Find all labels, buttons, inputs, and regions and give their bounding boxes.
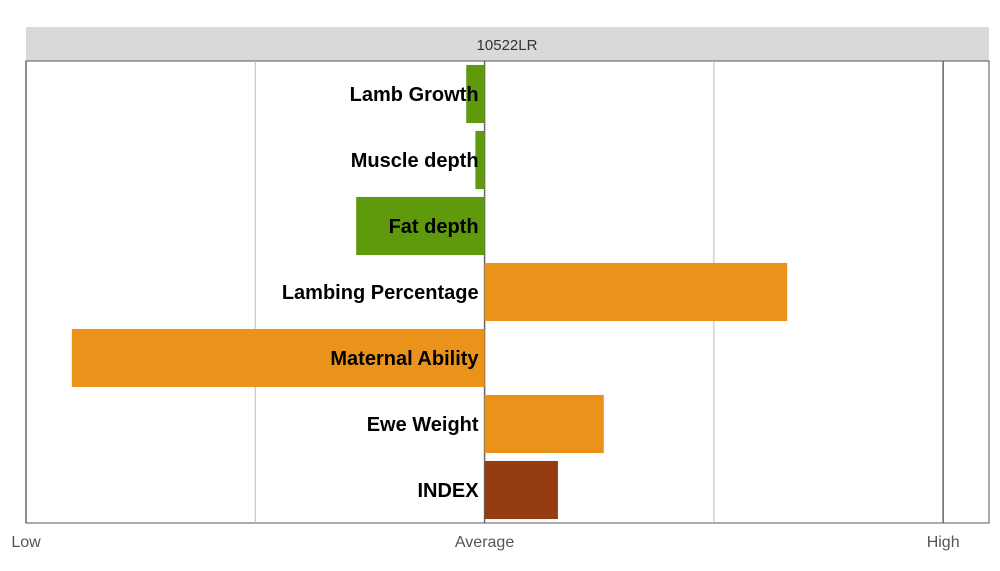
bar-index [484,460,558,520]
bar-muscle-depth [475,130,485,190]
x-tick-label: Average [455,534,514,551]
category-label: Muscle depth [351,150,479,172]
bar-ewe-weight [484,394,604,454]
category-label: Fat depth [389,216,479,238]
x-tick-label: High [927,534,960,551]
category-label: Ewe Weight [367,414,479,436]
panel-header [26,27,989,61]
bar-lamb-growth [466,64,485,124]
category-label: Maternal Ability [330,348,479,370]
bar-lambing-percentage [484,262,788,322]
category-label: INDEX [417,480,479,502]
bar-fat-depth [356,196,485,256]
category-labels: Lamb Growth Muscle depth Fat depth Lambing … [282,84,480,502]
x-tick-labels: Low Average High [11,534,959,551]
x-tick-label: Low [11,534,41,551]
category-label: Lambing Percentage [282,282,479,304]
bar-maternal-ability [71,328,485,388]
category-label: Lamb Growth [350,84,479,106]
chart-title: 10522LR [477,37,538,54]
bars [71,64,788,520]
